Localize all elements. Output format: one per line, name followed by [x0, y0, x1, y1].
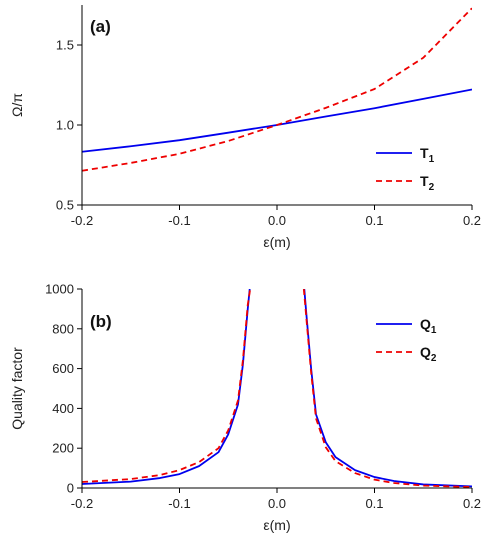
- panel-label: (a): [90, 17, 111, 36]
- legend-label-subscript: 1: [431, 325, 437, 336]
- legend-label: Q2: [420, 344, 437, 364]
- panel-b: -0.2 -0.1 0.0 0.1 0.2 0 200 400 600 800 1000 ε(m) Qu…: [9, 282, 481, 534]
- x-tick-label: 0.1: [365, 496, 383, 511]
- y-axis-label: Ω/π: [9, 93, 25, 117]
- y-axis-label: Quality factor: [9, 347, 25, 430]
- series-line-q2-right: [302, 289, 472, 488]
- legend-label-main: Q: [420, 316, 431, 332]
- legend-label: T2: [420, 173, 435, 193]
- x-tick-label: -0.1: [168, 213, 190, 228]
- legend-label: T1: [420, 145, 435, 165]
- legend-label-subscript: 2: [429, 182, 435, 193]
- y-tick-label: 1.0: [56, 118, 74, 133]
- series-line-t1: [82, 88, 472, 153]
- y-tick-label: 400: [52, 401, 74, 416]
- x-axis-label: ε(m): [263, 234, 290, 250]
- legend-label-main: T: [420, 173, 429, 189]
- panel-label: (b): [90, 312, 112, 331]
- x-axis-label: ε(m): [263, 517, 290, 533]
- y-tick-label: 600: [52, 361, 74, 376]
- x-tick-label: 0.2: [463, 496, 481, 511]
- series-line-q1-right: [303, 289, 472, 488]
- x-tick-label: 0.0: [268, 496, 286, 511]
- y-tick-label: 200: [52, 441, 74, 456]
- y-tick-label: 1000: [45, 282, 74, 297]
- y-tick-label: 800: [52, 321, 74, 336]
- series-line-q2: [82, 289, 252, 483]
- y-tick-label: 0: [67, 481, 74, 496]
- x-tick-label: 0.1: [365, 213, 383, 228]
- x-tick-label: 0.0: [268, 213, 286, 228]
- y-tick-label: 1.5: [56, 38, 74, 53]
- legend-label-main: Q: [420, 344, 431, 360]
- legend-label-main: T: [420, 145, 429, 161]
- x-tick-label: -0.2: [71, 496, 93, 511]
- x-tick-label: -0.2: [71, 213, 93, 228]
- legend-label: Q1: [420, 316, 437, 336]
- legend-label-subscript: 2: [431, 353, 437, 364]
- y-tick-label: 0.5: [56, 198, 74, 213]
- legend-label-subscript: 1: [429, 154, 435, 165]
- x-tick-label: -0.1: [168, 496, 190, 511]
- series-line-t2: [82, 7, 472, 172]
- x-tick-label: 0.2: [463, 213, 481, 228]
